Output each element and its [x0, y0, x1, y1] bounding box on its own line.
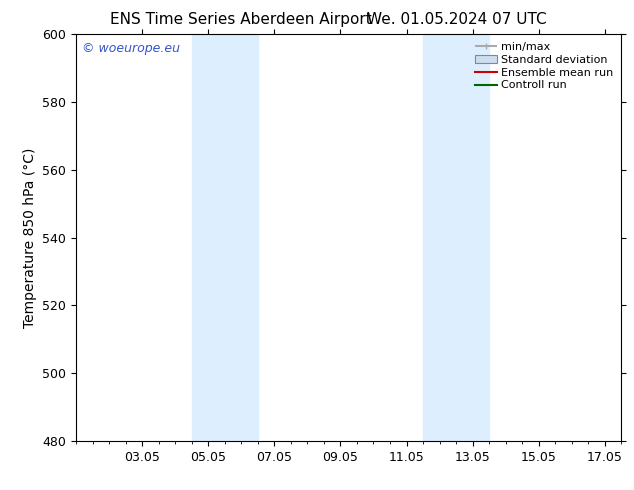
- Y-axis label: Temperature 850 hPa (°C): Temperature 850 hPa (°C): [23, 147, 37, 328]
- Text: © woeurope.eu: © woeurope.eu: [82, 43, 179, 55]
- Bar: [423, 34, 489, 441]
- Text: We. 01.05.2024 07 UTC: We. 01.05.2024 07 UTC: [366, 12, 547, 27]
- Legend: min/max, Standard deviation, Ensemble mean run, Controll run: min/max, Standard deviation, Ensemble me…: [470, 38, 618, 95]
- Bar: [191, 34, 258, 441]
- Text: ENS Time Series Aberdeen Airport: ENS Time Series Aberdeen Airport: [110, 12, 372, 27]
